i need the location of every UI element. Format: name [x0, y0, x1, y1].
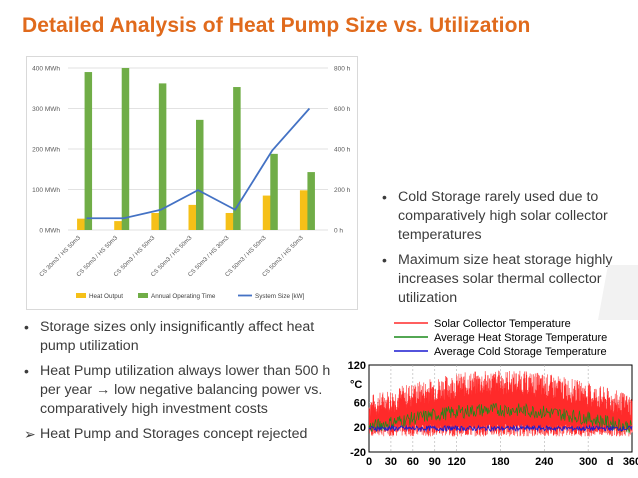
bullet-marker: • [24, 319, 29, 335]
bar-annual-operating-time [121, 68, 130, 230]
bar-annual-operating-time [84, 72, 93, 230]
x-tick-label: 180 [491, 456, 509, 468]
bar-annual-operating-time [196, 119, 204, 230]
left-bullet-list: • Storage sizes only insignificantly affe… [22, 318, 340, 450]
bullet-marker: • [24, 363, 29, 379]
heat-pump-bar-chart: 0 MWh 100 MWh 200 MWh 300 MWh 400 MWh 0 h 200 … [26, 56, 358, 310]
bullet-text: Heat Pump and Storages concept rejected [40, 426, 308, 442]
right-bullet-item: • Maximum size heat storage highly increa… [380, 251, 630, 308]
chart-frame [26, 56, 358, 310]
y-tick-label: -20 [350, 447, 366, 459]
legend-label: Average Cold Storage Temperature [434, 346, 607, 358]
y-left-tick-label: 300 MWh [32, 106, 60, 113]
y-right-tick-label: 200 h [334, 187, 351, 194]
bar-annual-operating-time [307, 172, 315, 230]
y-axis-label: °C [350, 379, 362, 391]
left-bullet-item: ➢ Heat Pump and Storages concept rejected [22, 425, 340, 444]
y-left-tick-label: 400 MWh [32, 66, 60, 73]
decorative-logo-shape [598, 265, 638, 320]
bar-heat-output [151, 212, 163, 230]
line-average-heat-storage-temperature [368, 402, 633, 434]
bar-heat-output [77, 218, 89, 230]
line-average-cold-storage-temperature [368, 424, 633, 433]
y-right-tick-label: 600 h [334, 106, 351, 113]
bullet-text: Heat Pump utilization always lower than … [40, 363, 331, 417]
y-right-tick-label: 0 h [334, 228, 343, 235]
right-bullet-list: • Cold Storage rarely used due to compara… [380, 188, 630, 314]
y-left-tick-label: 100 MWh [32, 187, 60, 194]
bar-heat-output [262, 195, 275, 230]
bar-heat-output [188, 204, 200, 230]
bar-heat-output [225, 212, 238, 230]
bullet-marker: • [382, 252, 387, 268]
bullet-marker: ➢ [24, 426, 36, 442]
bar-annual-operating-time [270, 153, 278, 230]
x-tick-label: 90 [429, 456, 441, 468]
y-tick-label: 60 [354, 397, 366, 409]
y-right-tick-label: 400 h [334, 147, 351, 154]
x-tick-label: 30 [385, 456, 397, 468]
legend-label: Annual Operating Time [151, 293, 216, 300]
left-bullet-item: • Heat Pump utilization always lower than… [22, 362, 340, 419]
y-left-tick-label: 0 MWh [39, 228, 60, 235]
legend-swatch [76, 293, 86, 298]
x-tick-label: 240 [535, 456, 553, 468]
x-tick-label: 300 [579, 456, 597, 468]
bullet-marker: • [382, 189, 387, 205]
y-tick-label: 20 [354, 422, 366, 434]
y-right-tick-label: 800 h [334, 66, 351, 73]
bar-annual-operating-time [233, 87, 241, 230]
legend-label: Solar Collector Temperature [434, 318, 571, 330]
temperature-line-chart: 120 60 20 -20 °C 0 30 60 90 120 180 240 300 d 360 Solar… [348, 318, 638, 468]
y-left-tick-label: 200 MWh [32, 147, 60, 154]
legend-label: Heat Output [89, 293, 123, 300]
slide-title: Detailed Analysis of Heat Pump Size vs. … [22, 14, 531, 37]
bullet-text: Storage sizes only insignificantly affec… [40, 319, 315, 354]
bullet-text: Maximum size heat storage highly increas… [398, 252, 613, 306]
legend-label: Average Heat Storage Temperature [434, 332, 607, 344]
legend-swatch [138, 293, 148, 298]
bar-heat-output [114, 221, 126, 230]
right-bullet-item: • Cold Storage rarely used due to compara… [380, 188, 630, 245]
x-tick-label: 60 [407, 456, 419, 468]
left-bullet-item: • Storage sizes only insignificantly affe… [22, 318, 340, 356]
x-tick-label: 0 [366, 456, 372, 468]
bar-heat-output [299, 190, 312, 230]
x-tick-label: 120 [447, 456, 465, 468]
y-tick-label: 120 [348, 360, 366, 372]
legend-label: System Size [kW] [255, 293, 305, 300]
x-tick-label: d [607, 456, 614, 468]
bar-annual-operating-time [158, 83, 167, 230]
x-tick-label: 360 [623, 456, 638, 468]
bullet-text: Cold Storage rarely used due to comparat… [398, 189, 608, 243]
